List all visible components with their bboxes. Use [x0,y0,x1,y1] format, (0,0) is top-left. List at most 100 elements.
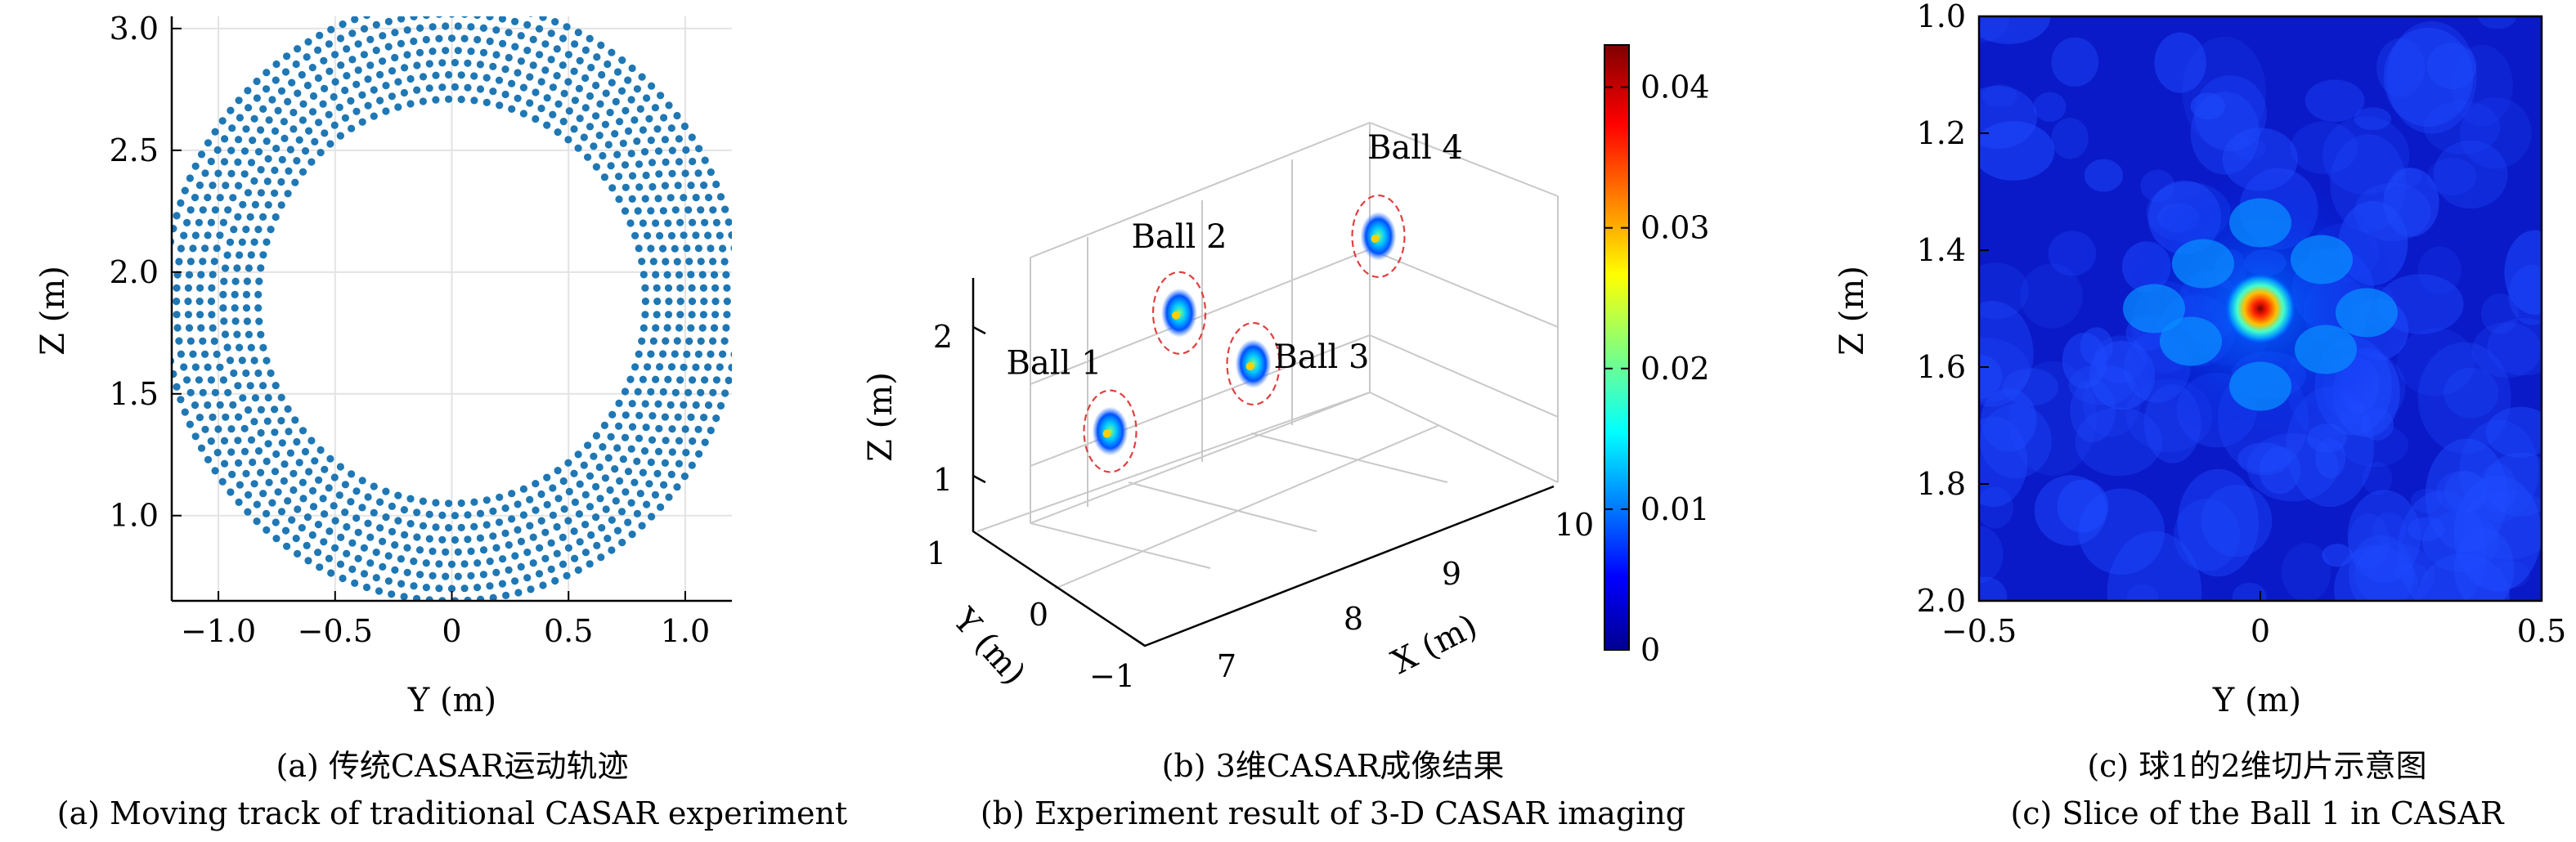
track-point [184,284,192,292]
track-point [657,92,665,100]
track-point [195,298,204,306]
track-point [331,78,339,86]
track-point [210,258,218,266]
track-point [730,245,732,252]
ball-3-peak [1245,362,1254,370]
track-point [294,549,302,558]
track-point [341,508,349,517]
heatmap-speckle [1979,576,2008,601]
track-point [663,271,671,279]
track-point [648,159,657,167]
track-point [687,181,695,190]
track-point [707,350,715,358]
track-point [216,231,224,240]
track-point [236,481,244,489]
track-point [254,148,263,156]
track-point [429,47,437,56]
track-point [343,522,351,531]
track-point [435,584,443,593]
track-point [451,535,460,544]
track-point [415,571,424,579]
track-point [664,311,673,319]
track-point [549,511,558,519]
track-point [501,65,509,74]
heatmap-speckle [2008,361,2097,477]
heatmap-speckle [2075,407,2163,477]
track-point [219,376,227,384]
track-point [663,324,671,332]
track-point [725,376,732,384]
track-point [449,16,455,18]
colorbar-ticks: 0 0.01 0.02 0.03 0.04 [1604,69,1710,668]
heatmap-speckle [2140,169,2175,203]
track-point [707,244,715,253]
track-point [539,16,547,21]
track-point [372,20,380,29]
track-point [251,394,259,402]
track-point [298,427,307,435]
heatmap-speckle [2290,121,2358,174]
track-point [600,421,609,430]
track-point [253,94,261,102]
track-point [263,457,271,466]
track-point [486,16,494,20]
panel-b-xtick-7: 7 [1217,648,1236,684]
track-point [195,181,204,190]
track-point [442,22,450,30]
track-point [639,375,648,383]
track-point [257,126,265,134]
heatmap-speckle [1979,416,2028,508]
track-point [438,59,447,67]
track-point [209,324,217,332]
track-point [274,488,282,496]
track-point [526,99,534,107]
track-point [688,284,696,292]
track-point [201,350,209,358]
panel-a-ytick-label: 2.0 [110,254,159,290]
track-point [348,124,356,132]
track-point [464,0,471,6]
panel-b-caption-en: (b) Experiment result of 3-D CASAR imagi… [981,795,1685,831]
track-point [576,480,584,488]
heatmap-speckle [2347,490,2421,584]
track-point [505,29,513,37]
track-point [461,16,468,18]
colorbar-tick-label: 0.01 [1640,491,1710,527]
track-point [382,82,390,90]
heatmap-sidelobe [2172,239,2234,289]
track-point [226,356,235,365]
track-point [607,432,615,441]
track-point [553,45,561,53]
track-point [451,83,460,91]
track-point [499,555,507,563]
heatmap-speckle [2057,479,2109,533]
track-point [325,554,333,562]
track-point [223,343,231,352]
track-point [376,96,384,105]
track-point [330,473,339,481]
track-point [599,443,607,451]
track-point [348,470,356,478]
track-point [674,181,682,190]
panel-b-3d-plot: Ball 1 Ball 2 Ball 3 Ball 4 2 1 1 0 −1 7 8 … [862,44,1710,831]
track-point [247,343,255,352]
track-point [501,90,509,99]
track-point [249,458,257,467]
track-point [606,109,614,117]
track-point [547,56,555,64]
track-point [341,481,349,489]
panel-a-track-plot: −1.0 −0.5 0 0.5 1.0 1.0 1.5 2.0 2.5 3.0 Z (m) Y (… [34,0,847,831]
track-point [403,544,411,552]
track-point [298,524,306,532]
track-point [636,105,644,113]
track-point [438,535,447,544]
track-point [335,491,343,499]
track-point [272,518,280,526]
track-point [309,92,318,101]
track-point [277,508,286,516]
track-point [660,114,668,122]
track-point [259,382,267,390]
track-point [394,78,402,86]
track-point [709,206,717,214]
track-point [721,205,729,213]
